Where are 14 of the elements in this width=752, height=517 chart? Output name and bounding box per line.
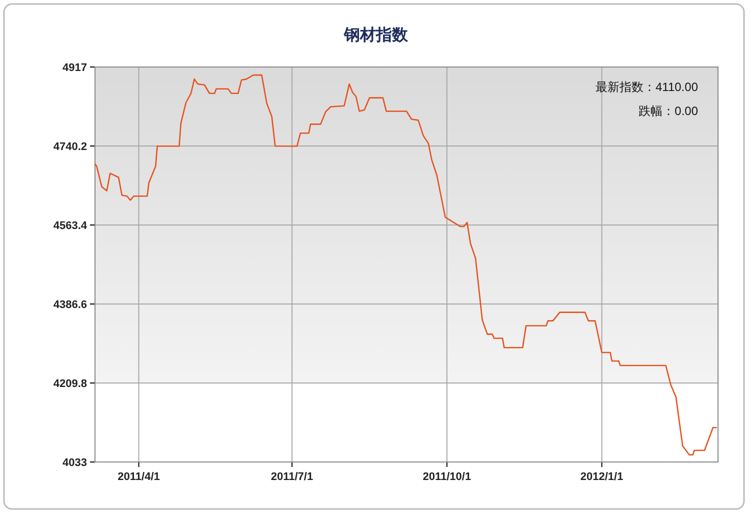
x-tick-label: 2012/1/1 (580, 471, 624, 483)
y-tick-label: 4033 (62, 457, 87, 469)
y-tick-label: 4917 (62, 62, 87, 74)
y-tick-label: 4740.2 (53, 141, 87, 153)
chart-title: 钢材指数 (343, 26, 409, 44)
y-tick-label: 4386.6 (53, 299, 87, 311)
x-tick-label: 2011/7/1 (270, 471, 314, 483)
annotation: 最新指数：4110.00 (596, 80, 698, 94)
line-series (94, 74, 717, 456)
x-tick-label: 2011/10/1 (422, 471, 472, 483)
x-tick-label: 2011/4/1 (118, 471, 160, 483)
annotation: 跌幅：0.00 (638, 104, 698, 118)
y-tick-label: 4563.4 (53, 220, 88, 232)
y-tick-label: 4209.8 (53, 378, 87, 390)
